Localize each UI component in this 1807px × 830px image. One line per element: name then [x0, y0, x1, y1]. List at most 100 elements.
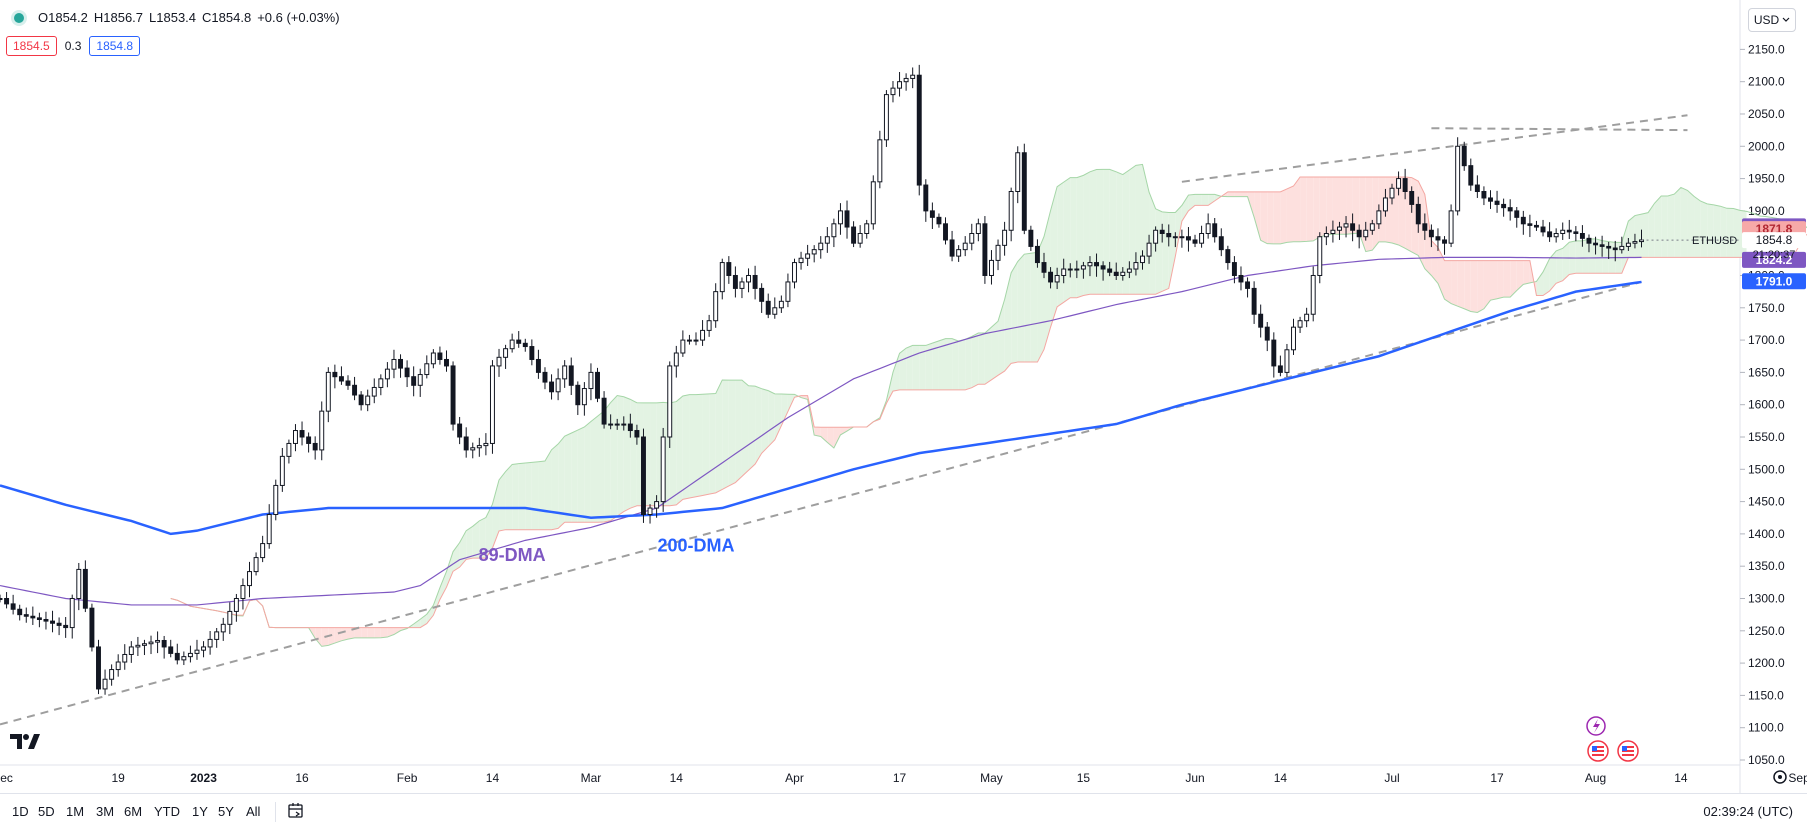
candle-body — [1088, 263, 1092, 266]
cloud-segment — [630, 399, 637, 508]
candle-body — [1449, 211, 1453, 243]
support-trendline — [0, 282, 1642, 725]
timeframe-1y[interactable]: 1Y — [192, 804, 208, 819]
candle-body — [1200, 233, 1204, 243]
candle-body — [1022, 153, 1026, 231]
date-range-icon[interactable] — [287, 802, 305, 820]
candle-body — [1003, 230, 1007, 245]
candle-body — [930, 211, 934, 217]
candle-body — [1515, 211, 1519, 217]
candle-body — [1068, 269, 1072, 270]
cloud-segment — [1208, 194, 1215, 205]
annotation-200-dma: 200-DMA — [657, 535, 734, 555]
timeframe-5y[interactable]: 5Y — [218, 804, 234, 819]
y-tick-label: 1600.0 — [1748, 398, 1785, 412]
cloud-segment — [591, 416, 598, 522]
candle-body — [642, 437, 646, 515]
cloud-segment — [506, 464, 513, 529]
cloud-segment — [1464, 261, 1471, 312]
cloud-segment — [1635, 214, 1642, 257]
timeframe-6m[interactable]: 6M — [124, 804, 142, 819]
candle-body — [1232, 263, 1236, 276]
candle-body — [1364, 230, 1368, 236]
bottom-toolbar: 1D 5D 1M 3M 6M YTD 1Y 5Y All 02:39:24 (UTC) — [0, 793, 1807, 830]
candle-body — [779, 301, 783, 307]
timeframe-all[interactable]: All — [246, 804, 260, 819]
y-tick-label: 1100.0 — [1748, 721, 1784, 735]
candle-body — [1108, 269, 1112, 272]
cloud-segment — [1497, 261, 1504, 299]
candle-body — [267, 515, 271, 544]
timeframe-1m[interactable]: 1M — [66, 804, 84, 819]
x-tick-label: 14 — [1674, 771, 1688, 785]
price-chart[interactable]: 2150.02100.02050.02000.01950.01900.01850… — [0, 0, 1807, 793]
cloud-segment — [1228, 192, 1235, 197]
candle-body — [294, 431, 298, 444]
candle-body — [1489, 198, 1493, 201]
spread-value: 0.3 — [65, 39, 82, 53]
candle-body — [90, 608, 94, 647]
candle-body — [609, 424, 613, 425]
bid-price[interactable]: 1854.5 — [6, 36, 57, 56]
cloud-segment — [1727, 208, 1734, 257]
candle-body — [655, 502, 659, 508]
candle-body — [832, 224, 836, 237]
currency-selector[interactable]: USD — [1748, 8, 1796, 32]
cloud-segment — [978, 333, 985, 384]
candle-body — [1344, 224, 1348, 227]
candle-body — [1298, 321, 1302, 327]
candle-body — [1541, 227, 1545, 232]
y-tick-label: 1950.0 — [1748, 172, 1785, 186]
candle-body — [379, 379, 383, 388]
cloud-segment — [1707, 204, 1714, 258]
cloud-segment — [1477, 261, 1484, 313]
candle-body — [149, 642, 153, 644]
candle-body — [628, 424, 632, 430]
candle-body — [1534, 225, 1538, 227]
y-tick-label: 1550.0 — [1748, 430, 1785, 444]
candle-body — [1567, 230, 1571, 232]
candle-body — [1383, 198, 1387, 211]
cloud-segment — [1313, 177, 1320, 241]
candle-body — [1613, 248, 1617, 250]
candle-body — [136, 645, 140, 647]
candle-body — [733, 275, 737, 288]
candle-body — [458, 424, 462, 437]
candle-body — [582, 389, 586, 405]
toolbar-divider — [275, 802, 276, 822]
cloud-segment — [1195, 194, 1202, 205]
ask-price[interactable]: 1854.8 — [89, 36, 140, 56]
cloud-segment — [696, 394, 703, 496]
candle-body — [1554, 233, 1558, 236]
candle-body — [845, 211, 849, 227]
candle-body — [116, 662, 120, 670]
timeframe-3m[interactable]: 3M — [96, 804, 114, 819]
x-tick-label: Apr — [785, 771, 804, 785]
cloud-segment — [381, 628, 388, 638]
candle-body — [0, 598, 2, 599]
utc-clock[interactable]: 02:39:24 (UTC) — [1703, 804, 1793, 819]
cloud-segment — [1694, 196, 1701, 257]
candle-body — [1206, 224, 1210, 234]
cloud-segment — [722, 380, 729, 489]
x-tick-label: ec — [0, 771, 13, 785]
candle-body — [1292, 327, 1296, 350]
cloud-segment — [565, 433, 572, 522]
cloud-segment — [624, 397, 631, 512]
cloud-segment — [1202, 194, 1209, 205]
y-tick-label: 1150.0 — [1748, 688, 1784, 702]
timeframe-5d[interactable]: 5D — [38, 804, 55, 819]
cloud-segment — [1576, 241, 1583, 273]
candle-body — [1219, 237, 1223, 250]
y-tick-label: 1300.0 — [1748, 591, 1785, 605]
y-tick-label: 1650.0 — [1748, 365, 1785, 379]
candle-body — [1324, 233, 1328, 236]
candle-body — [517, 340, 521, 343]
timeframe-ytd[interactable]: YTD — [154, 804, 180, 819]
cloud-segment — [552, 444, 559, 530]
candle-body — [405, 368, 409, 377]
timeframe-1d[interactable]: 1D — [12, 804, 29, 819]
cloud-segment — [1307, 177, 1314, 241]
candle-body — [31, 616, 35, 618]
candle-body — [1574, 232, 1578, 234]
